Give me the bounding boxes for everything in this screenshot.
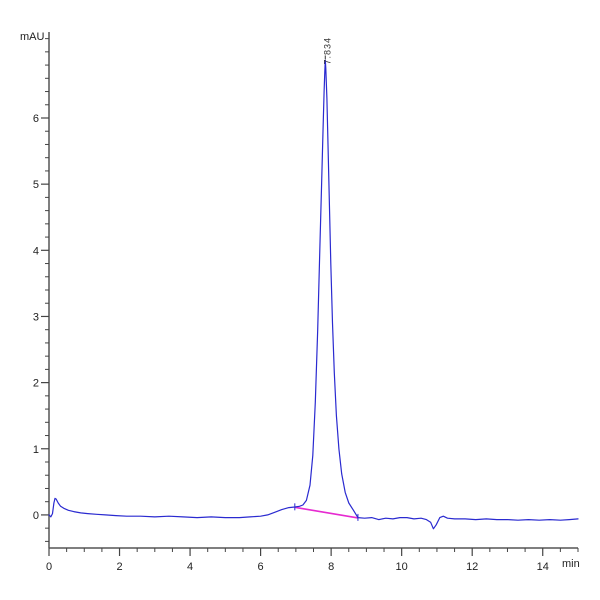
y-tick-label: 3 (33, 311, 39, 323)
x-tick-label: 12 (466, 561, 478, 573)
x-tick-label: 4 (187, 561, 193, 573)
x-tick-label: 14 (537, 561, 549, 573)
x-tick-label: 10 (396, 561, 408, 573)
y-tick-label: 4 (33, 245, 39, 257)
y-tick-label: 5 (33, 179, 39, 191)
y-tick-label: 0 (33, 510, 39, 522)
x-tick-label: 8 (328, 561, 334, 573)
chromatogram-trace (48, 59, 579, 530)
x-tick-label: 2 (116, 561, 122, 573)
integration-baseline (294, 506, 359, 519)
axes (48, 32, 578, 549)
peak-retention-time-label: 7.834 (322, 37, 332, 65)
y-tick-label: 6 (33, 113, 39, 125)
x-tick-label: 0 (46, 561, 52, 573)
x-axis-unit-label: min (562, 558, 580, 570)
x-tick-label: 6 (258, 561, 264, 573)
y-axis-unit-label: mAU (20, 31, 45, 43)
axis-ticks (41, 38, 579, 556)
y-tick-label: 1 (33, 444, 39, 456)
y-tick-label: 2 (33, 378, 39, 390)
